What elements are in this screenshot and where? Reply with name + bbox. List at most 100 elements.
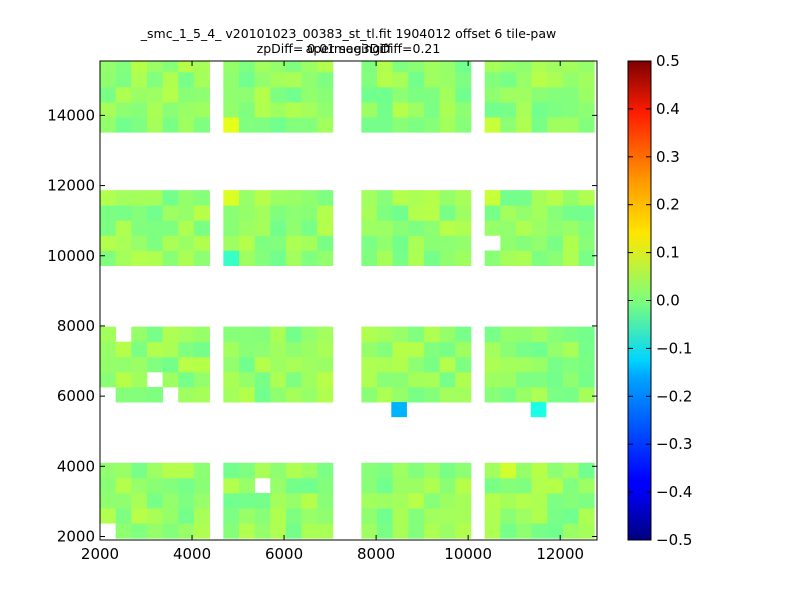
heatmap-cell [484, 117, 501, 133]
heatmap-cell [285, 61, 302, 73]
heatmap-cell [270, 341, 287, 358]
heatmap-cell [238, 220, 256, 236]
heatmap-cell [238, 462, 256, 479]
heatmap-cell [484, 356, 501, 373]
heatmap-cell [531, 71, 548, 88]
heatmap-cell [100, 356, 117, 373]
heatmap-cell [193, 356, 210, 373]
heatmap-cell [392, 326, 409, 343]
heatmap-cell [178, 235, 195, 251]
heatmap-cell [547, 71, 564, 88]
heatmap-cell [115, 250, 132, 266]
heatmap-cell [146, 508, 163, 524]
heatmap-cell [377, 477, 394, 494]
heatmap-cell [162, 477, 179, 494]
heatmap-cell [131, 523, 148, 539]
heatmap-cell [100, 492, 117, 509]
heatmap-cell [223, 387, 240, 403]
heatmap-cell [455, 71, 472, 88]
heatmap-cell [500, 117, 517, 133]
colorbar-tick-label: −0.2 [656, 387, 692, 405]
heatmap-cell [301, 190, 318, 206]
heatmap-cell [223, 86, 240, 103]
heatmap-cell [238, 523, 256, 539]
heatmap-cell [455, 220, 472, 236]
heatmap-cell [270, 220, 287, 236]
heatmap-cell [162, 523, 179, 539]
heatmap-cell [285, 102, 302, 118]
heatmap-cell [131, 477, 148, 494]
heatmap-cell [392, 117, 409, 133]
heatmap-cell [100, 117, 117, 133]
heatmap-cell [317, 250, 334, 266]
heatmap-cell [301, 523, 318, 539]
chart-title: _smc_1_5_4_ v20101023_00383_st_tl.fit 19… [140, 26, 557, 56]
heatmap-cell [439, 235, 456, 251]
heatmap-cell [531, 250, 548, 266]
heatmap-cell [531, 61, 548, 73]
heatmap-cell [455, 341, 472, 358]
heatmap-cell [455, 387, 472, 403]
heatmap-cell [193, 492, 210, 509]
heatmap-cell [578, 387, 595, 403]
heatmap-cell [455, 523, 472, 539]
heatmap-cell [254, 71, 271, 88]
heatmap-cell [439, 462, 456, 479]
heatmap-cell [423, 250, 441, 266]
heatmap-cell [301, 477, 318, 494]
heatmap-cell [547, 326, 564, 343]
y-tick-label: 4000 [57, 457, 95, 475]
heatmap-cell [562, 462, 579, 479]
heatmap-cell [131, 220, 148, 236]
heatmap-cell [361, 523, 378, 539]
heatmap-cell [423, 387, 441, 403]
colorbar-tick-label: −0.4 [656, 483, 692, 501]
heatmap-cell [317, 326, 334, 343]
heatmap-cell [131, 235, 148, 251]
heatmap-cell [146, 477, 163, 494]
heatmap-cell [562, 508, 579, 524]
heatmap-cell [238, 371, 256, 388]
colorbar-tick-label: −0.1 [656, 339, 692, 357]
heatmap-cell [100, 102, 117, 118]
heatmap-cell [562, 190, 579, 206]
heatmap-cell [408, 508, 425, 524]
heatmap-cell [270, 117, 287, 133]
heatmap-cell [223, 462, 240, 479]
heatmap-cell [423, 477, 441, 494]
heatmap-cell [408, 326, 425, 343]
heatmap-cell [455, 117, 472, 133]
heatmap-cell [146, 492, 163, 509]
plot-area [100, 61, 595, 539]
heatmap-cell [547, 462, 564, 479]
heatmap-cell [377, 371, 394, 388]
y-tick-label: 12000 [47, 177, 95, 195]
heatmap-cell [439, 341, 456, 358]
heatmap-cell [500, 341, 517, 358]
heatmap-cell [238, 71, 256, 88]
heatmap-cell [562, 387, 579, 403]
heatmap-cell [301, 492, 318, 509]
heatmap-cell [115, 387, 132, 403]
heatmap-cell [146, 220, 163, 236]
heatmap-cell [439, 86, 456, 103]
x-tick-label: 4000 [173, 545, 211, 563]
heatmap-cell [100, 86, 117, 103]
heatmap-cell [100, 61, 117, 73]
heatmap-cell [439, 387, 456, 403]
heatmap-cell [254, 356, 271, 373]
heatmap-cell [301, 341, 318, 358]
heatmap-cell [578, 117, 595, 133]
heatmap-cell [578, 205, 595, 221]
heatmap-cell [484, 371, 501, 388]
heatmap-cell [547, 523, 564, 539]
heatmap-cell [254, 235, 271, 251]
heatmap-cell [377, 250, 394, 266]
heatmap-cell [578, 190, 595, 206]
heatmap-cell [317, 523, 334, 539]
heatmap-cell [131, 205, 148, 221]
heatmap-cell [377, 492, 394, 509]
x-tick-label: 2000 [81, 545, 119, 563]
heatmap-cell [162, 492, 179, 509]
heatmap-cell [516, 117, 533, 133]
